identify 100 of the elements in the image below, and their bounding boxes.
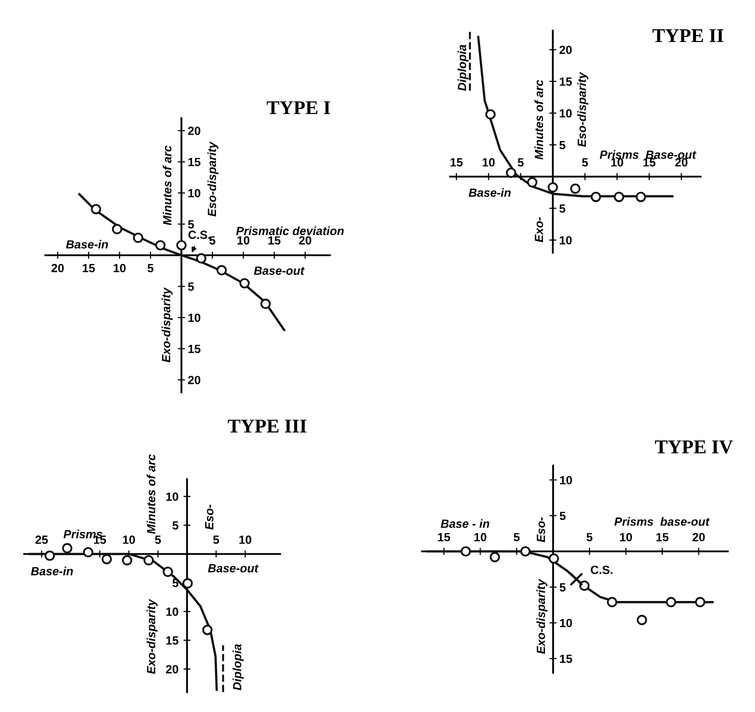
y-tick-label: 5 [559, 141, 566, 150]
point [579, 580, 590, 591]
x-tick-label: 5 [155, 536, 161, 544]
x2-tick-label: 5 [209, 236, 216, 245]
y-tick-label: 5 [559, 204, 566, 213]
annotation: C.S. [188, 230, 210, 239]
point [636, 192, 646, 202]
point [202, 624, 213, 636]
x-axis-title: Prisms base-out [614, 517, 710, 526]
annotation: Base-in [468, 188, 511, 197]
annotation: Eso- [205, 504, 214, 530]
point [548, 553, 560, 564]
point [548, 182, 558, 193]
ref-line-label: Diplopia [232, 644, 244, 690]
y-tick-label: 5 [188, 220, 194, 228]
x-tick-label: 5 [518, 158, 524, 167]
chart-title: TYPE III [228, 420, 306, 432]
point [506, 168, 516, 178]
x-tick-label: 10 [482, 158, 495, 167]
x-tick-label: 5 [148, 264, 154, 272]
annotation: C.S. [590, 566, 612, 574]
annotation: Exo-disparity [162, 287, 173, 362]
x-tick-label: 10 [611, 158, 624, 167]
x-tick-label: 10 [239, 536, 252, 544]
point [162, 566, 174, 577]
chart-title: TYPE I [266, 101, 330, 114]
point [570, 183, 580, 194]
point [636, 614, 648, 626]
y-tick-label: 5 [172, 521, 178, 530]
annotation: Exo- [534, 217, 544, 242]
point [196, 253, 206, 264]
y-tick-label: 20 [559, 46, 572, 54]
point [520, 546, 531, 557]
annotation: Base-out [254, 266, 305, 275]
y-tick-label: 10 [560, 109, 572, 118]
point [132, 232, 144, 243]
point [112, 224, 122, 234]
x-tick-label: 20 [675, 158, 688, 167]
x-tick-label: 5 [514, 533, 520, 542]
x-tick-label: 5 [213, 536, 220, 544]
point [44, 550, 55, 561]
y-tick-label: 20 [188, 126, 200, 136]
x-tick-label: 25 [35, 536, 48, 544]
chart-title: TYPE IV [655, 440, 733, 454]
y-tick-label: 15 [560, 654, 572, 663]
point [606, 596, 618, 608]
y-axis-title: Minutes of arc [146, 454, 156, 534]
point [155, 240, 166, 250]
x-tick-label: 10 [474, 532, 486, 542]
y-tick-label: 20 [188, 376, 200, 384]
x2-tick-label: 10 [237, 236, 250, 245]
x-tick-label: 5 [586, 533, 592, 542]
x2-tick-label: 15 [268, 236, 280, 245]
point [176, 240, 187, 250]
x-tick-label: 15 [656, 533, 669, 542]
point [694, 596, 706, 608]
point [590, 192, 602, 202]
x-tick-label: 20 [692, 532, 705, 542]
point [143, 555, 154, 566]
point [527, 177, 538, 188]
y-tick-label: 10 [166, 492, 178, 501]
annotation: Exo-disparity [146, 598, 158, 674]
point [485, 109, 496, 120]
x-tick-label: 10 [620, 532, 632, 542]
point [82, 547, 94, 558]
y-tick-label: 10 [166, 608, 178, 616]
x2-tick-label: 20 [299, 236, 312, 245]
y-tick-label: 10 [560, 618, 572, 628]
x-tick-label: 5 [582, 158, 588, 167]
y-axis-title: Minutes of arc [534, 80, 544, 160]
y-tick-label: 15 [560, 78, 572, 86]
y-tick-label: 5 [560, 512, 566, 520]
y-axis-title: Minutes of arc [162, 146, 172, 226]
annotation: Base - in [440, 519, 490, 528]
point [62, 543, 72, 554]
y-tick-label: 10 [560, 236, 572, 244]
x-tick-label: 10 [123, 536, 135, 544]
y-tick-label: 10 [188, 188, 200, 198]
y-tick-label: 15 [166, 636, 178, 645]
point [666, 596, 676, 608]
chart-title: TYPE II [652, 29, 724, 42]
annotation: Base-out [208, 564, 259, 572]
annotation: Exo-disparity [536, 578, 548, 654]
annotation: Base-in [66, 240, 108, 249]
x-tick-label: 15 [82, 264, 95, 272]
point [570, 572, 584, 586]
x-tick-label: 15 [450, 158, 463, 167]
y-tick-label: 15 [188, 344, 200, 354]
point [460, 546, 471, 557]
x-tick-label: 15 [438, 533, 450, 542]
point [122, 555, 132, 566]
point [239, 278, 250, 288]
y-tick-label: 5 [188, 282, 194, 291]
y-tick-label: 5 [560, 583, 566, 592]
x-axis-title: Prisms Base-out [600, 150, 696, 159]
ref-line-label: Diplopia [458, 44, 469, 91]
annotation: Eso- [536, 517, 546, 542]
annotation: Base-in [30, 566, 73, 576]
point [490, 552, 500, 562]
point [102, 554, 112, 564]
